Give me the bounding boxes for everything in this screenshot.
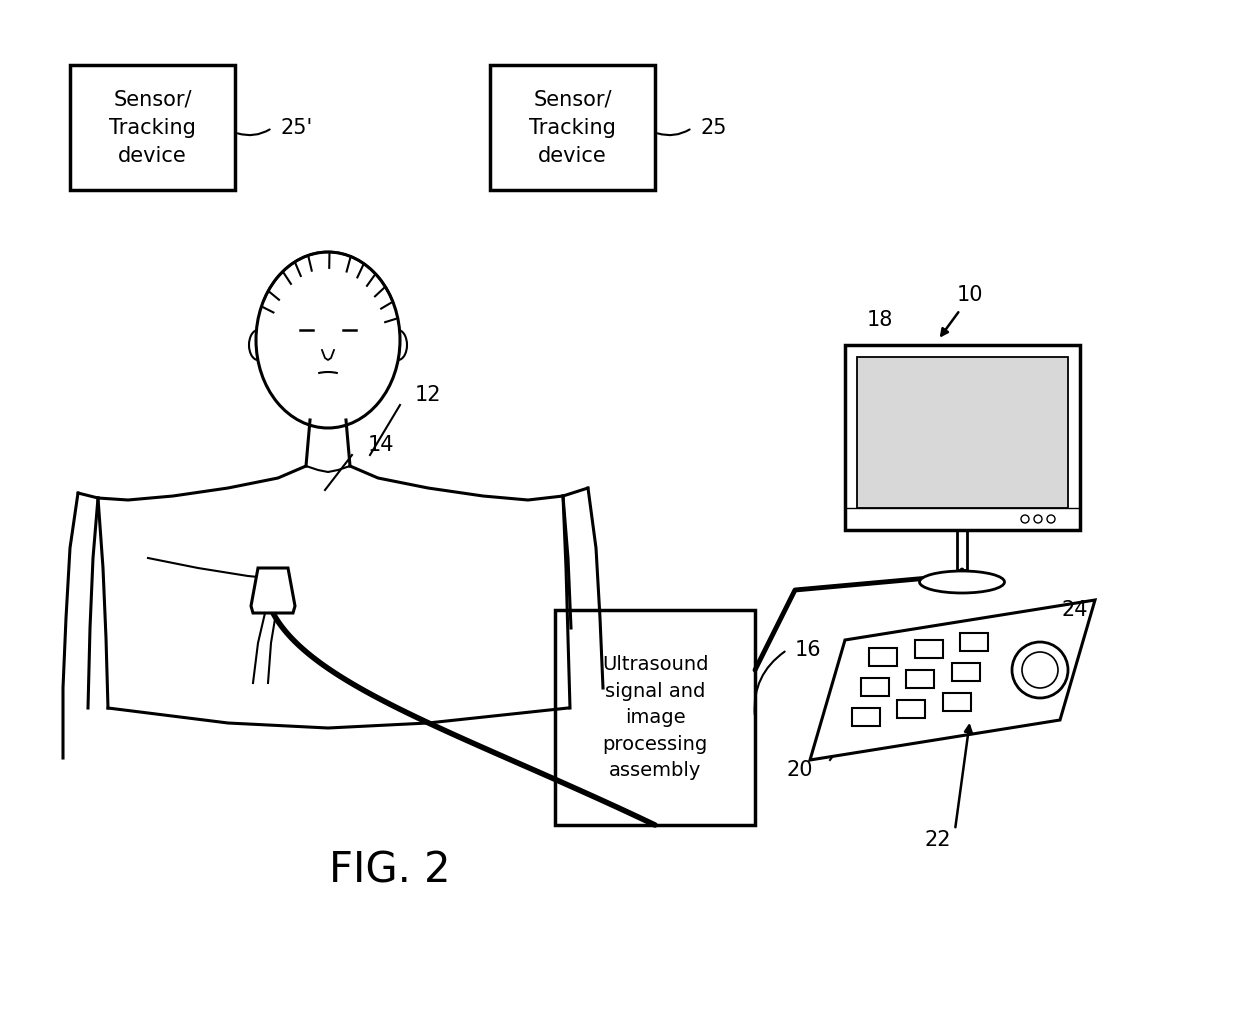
Ellipse shape — [920, 571, 1004, 593]
Text: Ultrasound
signal and
image
processing
assembly: Ultrasound signal and image processing a… — [601, 655, 708, 780]
Bar — [951, 664, 980, 681]
Circle shape — [1012, 642, 1068, 698]
Text: 22: 22 — [925, 830, 951, 850]
Text: 18: 18 — [867, 310, 893, 330]
Bar — [490, 65, 655, 190]
Text: FIG. 2: FIG. 2 — [330, 849, 451, 891]
Bar — [898, 700, 925, 719]
Text: 14: 14 — [368, 435, 394, 455]
Circle shape — [1047, 515, 1055, 523]
Bar — [844, 345, 1080, 530]
Text: 16: 16 — [795, 640, 822, 660]
Circle shape — [1021, 515, 1029, 523]
Ellipse shape — [255, 252, 401, 428]
Polygon shape — [250, 568, 295, 613]
Bar — [861, 678, 889, 695]
Bar — [69, 65, 236, 190]
Text: 25': 25' — [280, 118, 312, 138]
Text: Sensor/
Tracking
device: Sensor/ Tracking device — [109, 90, 196, 165]
Bar — [942, 693, 971, 712]
Bar — [869, 647, 898, 666]
Text: 20: 20 — [786, 760, 813, 780]
Bar — [556, 610, 755, 825]
Bar — [852, 708, 880, 726]
Polygon shape — [810, 600, 1095, 760]
Bar — [857, 357, 1068, 508]
Text: 12: 12 — [415, 385, 441, 405]
Ellipse shape — [389, 330, 407, 360]
Text: 24: 24 — [1061, 600, 1089, 620]
Bar — [906, 671, 934, 688]
Bar — [915, 640, 942, 659]
Text: Sensor/
Tracking
device: Sensor/ Tracking device — [529, 90, 616, 165]
Text: 25: 25 — [701, 118, 727, 138]
Text: 10: 10 — [957, 285, 983, 305]
Ellipse shape — [249, 330, 267, 360]
Circle shape — [1022, 652, 1058, 688]
Circle shape — [1034, 515, 1042, 523]
Bar — [960, 633, 988, 651]
